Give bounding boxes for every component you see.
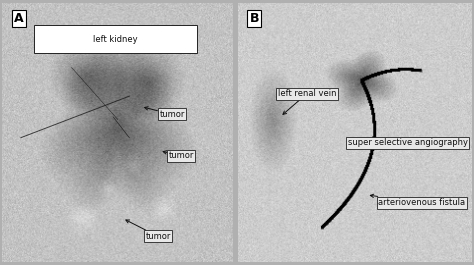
Text: arteriovenous fistula: arteriovenous fistula <box>370 194 465 207</box>
Text: left kidney: left kidney <box>93 34 138 43</box>
Text: tumor: tumor <box>145 107 185 119</box>
Text: left renal vein: left renal vein <box>278 89 336 114</box>
Text: A: A <box>14 12 24 25</box>
Text: super selective angiography: super selective angiography <box>348 138 468 147</box>
Text: B: B <box>250 12 259 25</box>
FancyBboxPatch shape <box>34 25 198 53</box>
Text: tumor: tumor <box>126 220 171 241</box>
Text: tumor: tumor <box>163 151 194 161</box>
